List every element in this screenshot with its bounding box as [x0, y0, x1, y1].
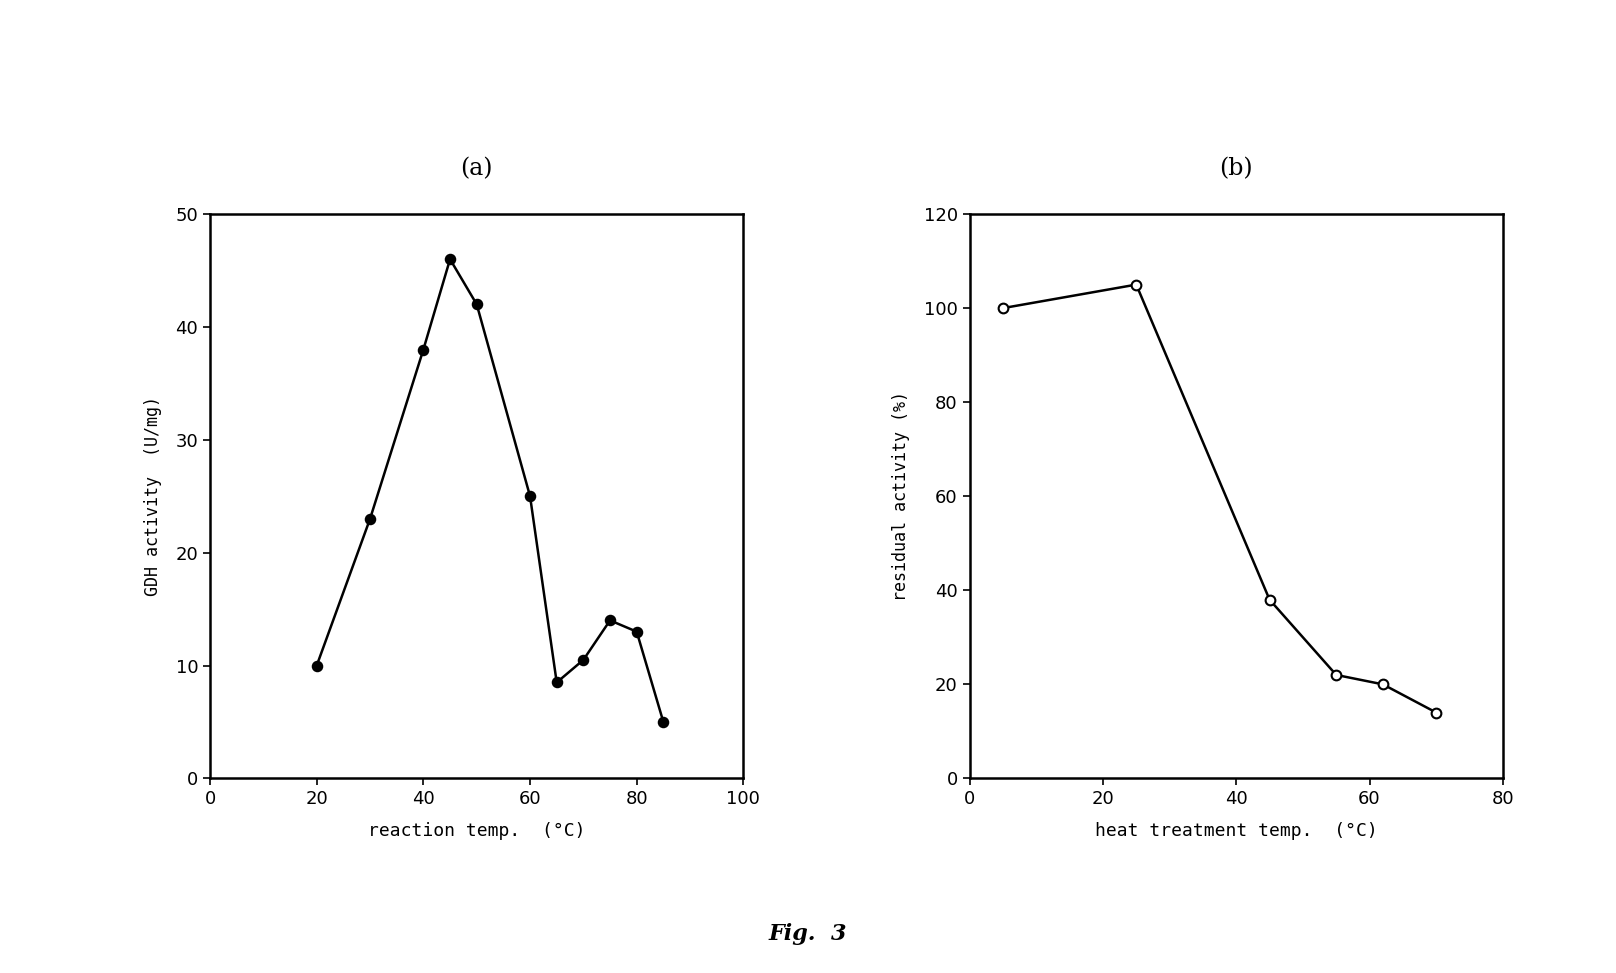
X-axis label: heat treatment temp.  (°C): heat treatment temp. (°C)	[1096, 822, 1377, 840]
Text: Fig.  3: Fig. 3	[769, 923, 847, 945]
Text: (a): (a)	[461, 157, 493, 180]
Text: (b): (b)	[1220, 157, 1252, 180]
Y-axis label: GDH activity  (U/mg): GDH activity (U/mg)	[144, 396, 162, 596]
Y-axis label: residual activity (%): residual activity (%)	[892, 391, 910, 601]
X-axis label: reaction temp.  (°C): reaction temp. (°C)	[368, 822, 585, 840]
